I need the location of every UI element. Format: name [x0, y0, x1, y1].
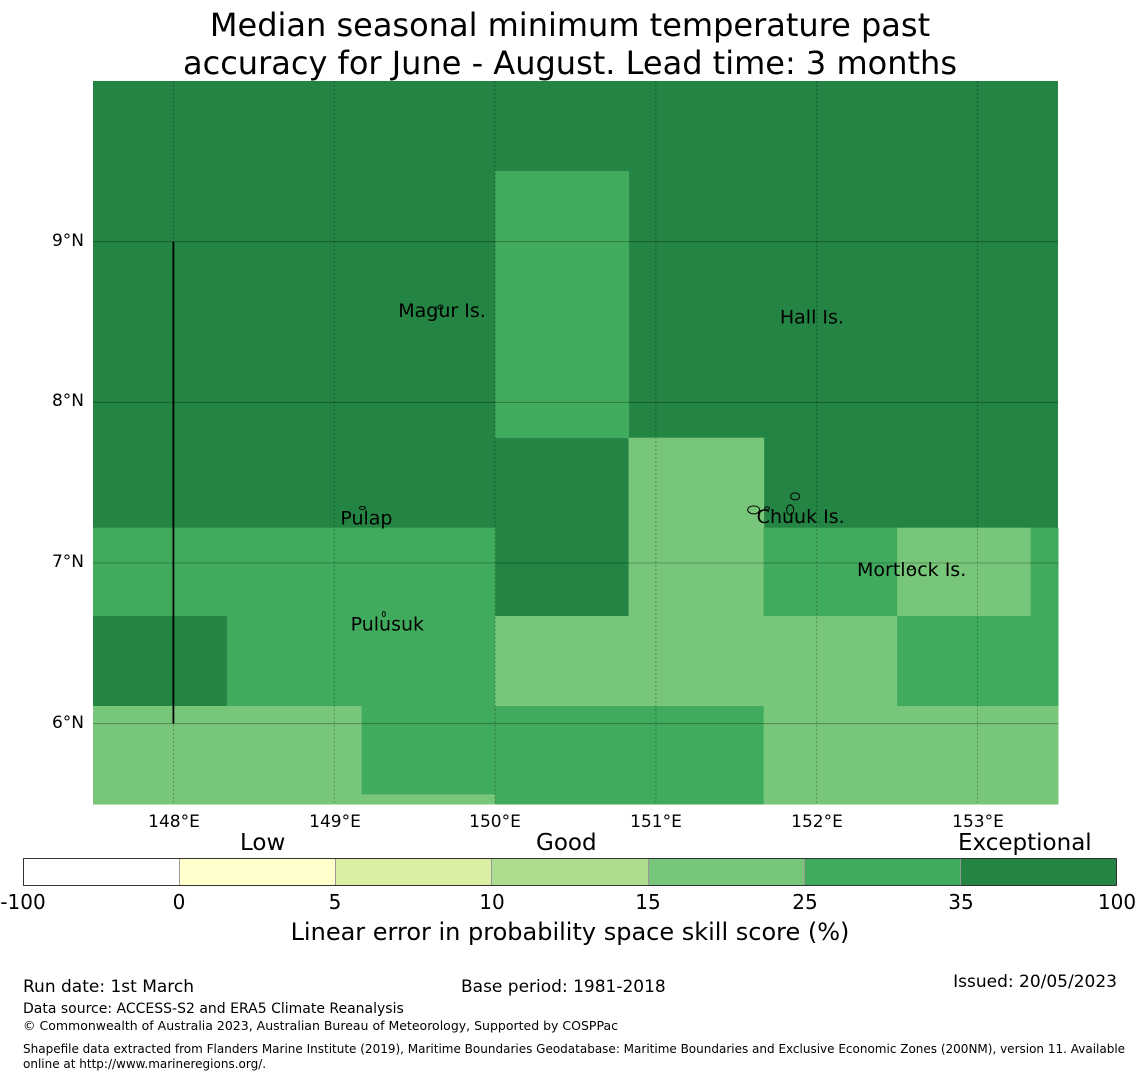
colorbar-title: Linear error in probability space skill …	[290, 918, 850, 946]
island-outline	[358, 505, 366, 510]
skill-cell	[763, 616, 898, 707]
island-outline	[437, 304, 444, 310]
skill-cell	[628, 437, 765, 617]
colorbar-tick: 100	[1097, 890, 1137, 914]
colorbar-cell	[648, 859, 805, 885]
shapefile-credit-line-2: online at http://www.marineregions.org/.	[23, 1057, 267, 1071]
lat-label-7n: 7°N	[51, 552, 84, 572]
skill-cell	[763, 527, 898, 617]
lat-label-8n: 8°N	[51, 391, 84, 411]
skill-cell	[361, 705, 496, 795]
colorbar-tick: 10	[479, 890, 505, 914]
data-source: Data source: ACCESS-S2 and ERA5 Climate …	[23, 1001, 404, 1017]
colorbar-tick: 15	[635, 890, 661, 914]
skill-cell	[495, 170, 630, 439]
skill-cell	[361, 794, 496, 805]
category-exceptional: Exceptional	[958, 830, 1092, 856]
island-outline	[790, 492, 801, 501]
island-label: Mortlock Is.	[857, 559, 966, 581]
colorbar-cell	[24, 859, 181, 885]
colorbar-tick: 35	[948, 890, 974, 914]
run-date: Run date: 1st March	[23, 977, 195, 997]
skill-cell	[763, 705, 1059, 805]
title-line-2: accuracy for June - August. Lead time: 3…	[183, 44, 957, 82]
colorbar-cell	[492, 859, 649, 885]
skill-cell	[93, 705, 363, 805]
issued-date: Issued: 20/05/2023	[953, 972, 1117, 992]
colorbar-tick: 0	[172, 890, 186, 914]
shapefile-credit-line-1: Shapefile data extracted from Flanders M…	[23, 1042, 1126, 1056]
lon-label-150e: 150°E	[469, 812, 521, 832]
category-low: Low	[240, 830, 286, 856]
category-good: Good	[536, 830, 597, 856]
lon-label-149e: 149°E	[309, 812, 361, 832]
copyright: © Commonwealth of Australia 2023, Austra…	[23, 1018, 618, 1033]
lon-label-152e: 152°E	[791, 812, 843, 832]
island-outline	[908, 565, 915, 571]
skill-cell	[93, 616, 227, 707]
base-period: Base period: 1981-2018	[461, 977, 666, 997]
lat-label-9n: 9°N	[51, 231, 84, 251]
lat-label-6n: 6°N	[51, 713, 84, 733]
island-outline	[381, 610, 386, 617]
island-label: Magur Is.	[398, 300, 486, 322]
skill-cell	[897, 527, 1032, 617]
skill-cell	[897, 616, 1059, 707]
islands: Magur Is. Hall Is. Pulap Chuuk Is. Mortlock …	[340, 300, 966, 635]
island-label: Chuuk Is.	[757, 506, 845, 528]
skill-cell	[495, 705, 765, 805]
skill-map: Magur Is. Hall Is. Pulap Chuuk Is. Mortlock …	[93, 81, 1059, 805]
colorbar-cell	[804, 859, 961, 885]
colorbar-tick: 25	[792, 890, 818, 914]
island-label: Pulusuk	[351, 613, 424, 635]
island-outline	[747, 505, 761, 515]
island-label: Pulap	[340, 507, 392, 529]
title-line-1: Median seasonal minimum temperature past	[209, 6, 931, 44]
skill-cell	[495, 616, 765, 707]
colorbar-cell	[960, 859, 1116, 885]
chart-title: Median seasonal minimum temperature past…	[0, 6, 1140, 82]
lon-label-153e: 153°E	[952, 812, 1004, 832]
colorbar-tick: 5	[328, 890, 342, 914]
lon-label-148e: 148°E	[148, 812, 200, 832]
colorbar	[23, 858, 1117, 886]
colorbar-tick: -100	[0, 890, 46, 914]
colorbar-cell	[180, 859, 337, 885]
skill-cell	[1030, 527, 1059, 617]
lon-label-151e: 151°E	[630, 812, 682, 832]
island-outline	[764, 506, 771, 511]
island-outline	[786, 504, 795, 516]
island-label: Hall Is.	[780, 307, 844, 329]
colorbar-cell	[336, 859, 493, 885]
skill-cells	[93, 81, 1059, 805]
